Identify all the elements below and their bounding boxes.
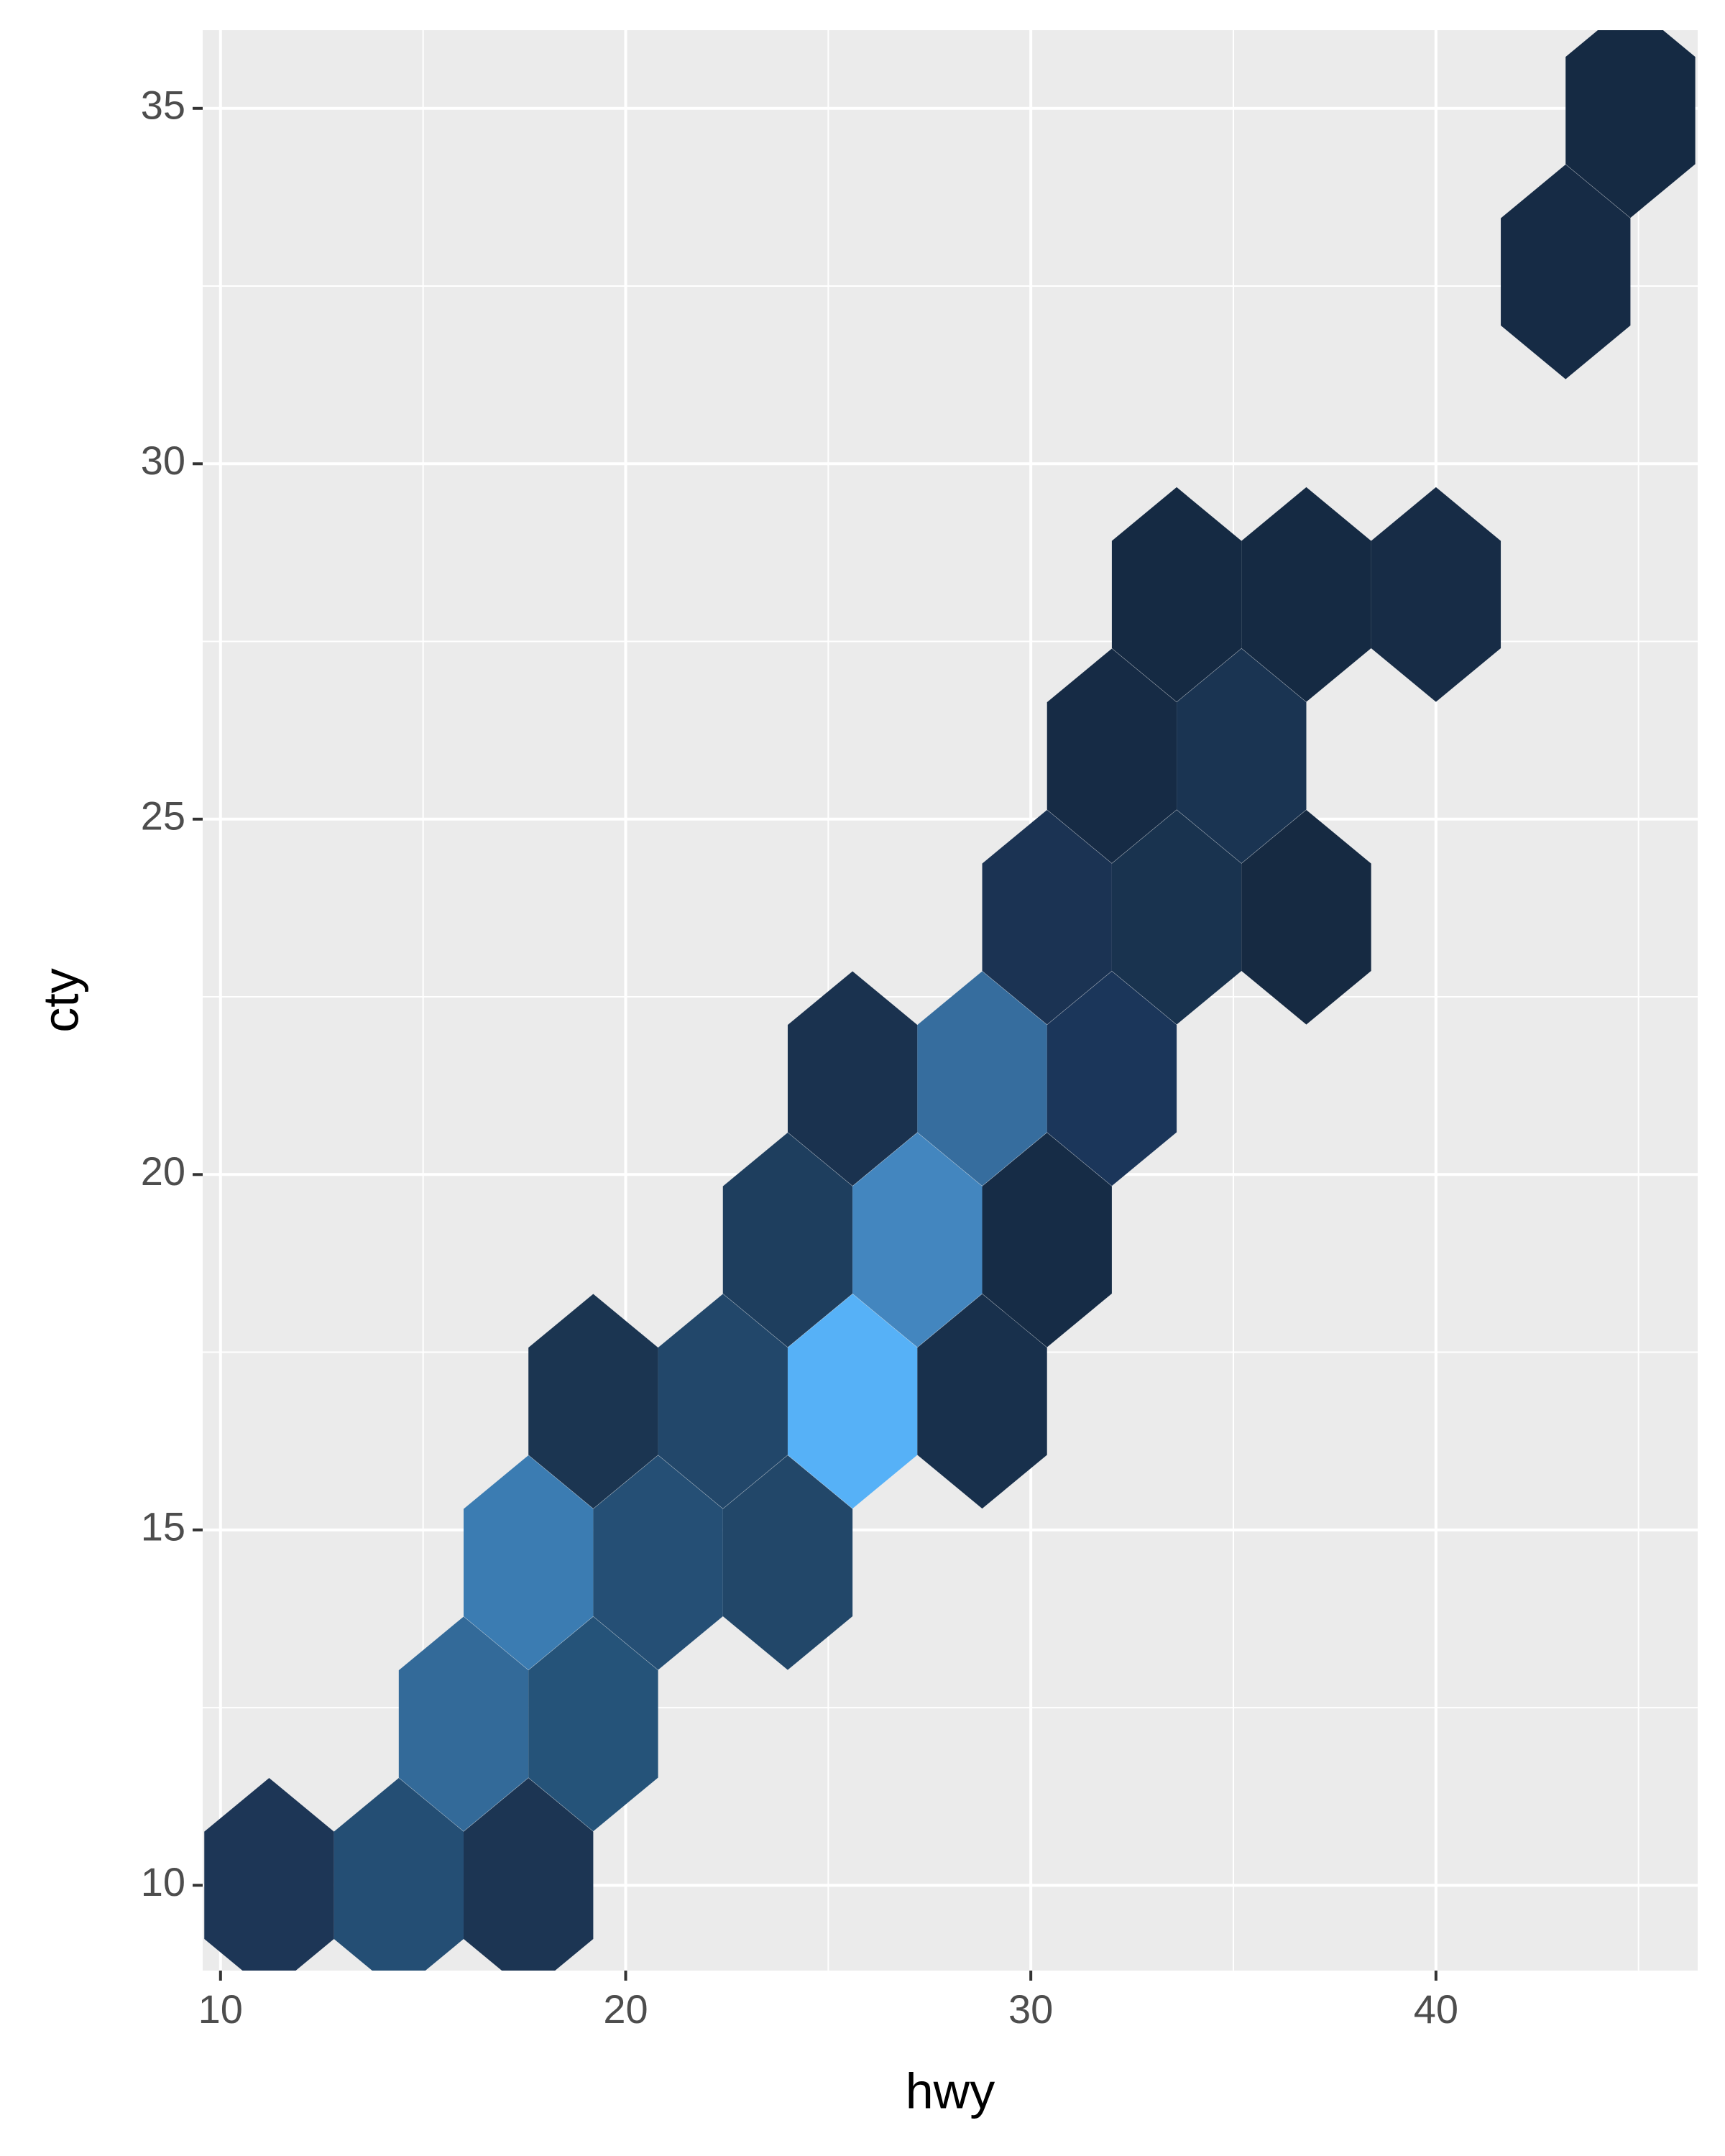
hex-cell — [528, 1616, 658, 1832]
hex-cell — [464, 1455, 594, 1670]
hex-cell — [917, 1294, 1047, 1509]
hex-cell — [982, 1132, 1112, 1348]
hex-cell — [398, 1616, 529, 1832]
hex-cell — [204, 1777, 334, 1971]
hex-cell — [1046, 648, 1177, 864]
hex-cell — [1111, 809, 1242, 1025]
x-axis-title: hwy — [906, 2063, 995, 2119]
marks — [204, 30, 1696, 1971]
hex-cell — [1371, 487, 1501, 702]
hex-cell — [917, 971, 1047, 1187]
x-tick-label: 30 — [1008, 1986, 1053, 2032]
hex-cell — [787, 971, 918, 1187]
hex-cell — [464, 1777, 594, 1971]
hex-cell — [1501, 164, 1631, 379]
hex-cell — [722, 1132, 853, 1348]
hex-cell — [1241, 809, 1371, 1025]
y-axis-title: cty — [32, 968, 88, 1032]
y-tick-label: 35 — [141, 83, 185, 128]
hex-cell — [1046, 971, 1177, 1187]
y-tick-label: 15 — [141, 1504, 185, 1549]
hex-cell — [528, 1294, 658, 1509]
hex-cell — [658, 1294, 788, 1509]
x-tick-label: 20 — [603, 1986, 648, 2032]
hex-cell — [787, 1294, 918, 1509]
hex-cell — [334, 1777, 464, 1971]
y-tick-label: 25 — [141, 793, 185, 839]
hex-cell — [1177, 648, 1307, 864]
hex-cell — [593, 1455, 723, 1670]
hex-cell — [1241, 487, 1371, 702]
hex-cell — [1111, 487, 1242, 702]
y-tick-label: 10 — [141, 1859, 185, 1904]
x-tick-label: 40 — [1414, 1986, 1458, 2032]
x-tick-label: 10 — [198, 1986, 243, 2032]
y-tick-label: 20 — [141, 1148, 185, 1194]
hex-cell — [722, 1455, 853, 1670]
hex-cell — [982, 809, 1112, 1025]
hex-cell — [1565, 30, 1696, 218]
axes: 10 20 30 40 10 15 20 25 30 35 — [141, 83, 1458, 2032]
y-tick-label: 30 — [141, 438, 185, 483]
hex-cell — [852, 1132, 983, 1348]
